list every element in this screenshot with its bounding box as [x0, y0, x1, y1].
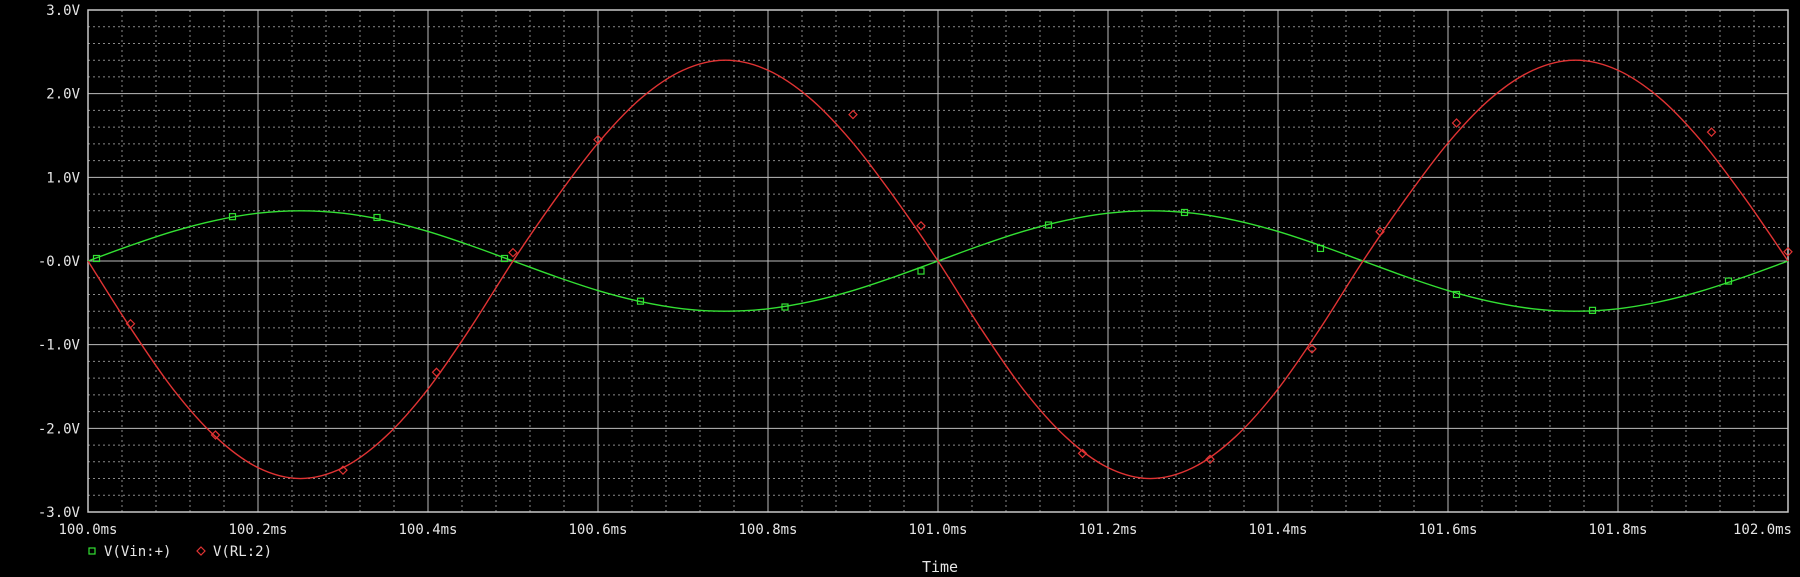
square-marker: [917, 267, 925, 275]
x-tick-label: 102.0ms: [1733, 522, 1792, 538]
x-tick-label: 100.0ms: [58, 522, 117, 538]
x-axis-label: Time: [922, 558, 958, 576]
x-tick-label: 101.6ms: [1418, 522, 1477, 538]
diamond-marker: [1205, 454, 1215, 465]
diamond-marker: [1783, 246, 1793, 257]
square-marker: [92, 254, 101, 263]
square-marker: [781, 303, 789, 311]
diamond-marker: [593, 134, 603, 145]
legend-diamond-icon: [196, 546, 206, 556]
square-marker: [1316, 244, 1325, 253]
diamond-marker: [1706, 127, 1717, 138]
square-marker: [1724, 277, 1733, 285]
square-marker: [373, 213, 381, 222]
legend-label: V(RL:2): [213, 544, 272, 560]
y-tick-label: 1.0V: [46, 170, 80, 186]
series-rl: [87, 59, 1793, 480]
y-tick-label: -0.0V: [38, 254, 81, 270]
legend-item: V(Vin:+): [88, 544, 171, 560]
square-marker: [636, 297, 645, 305]
y-tick-label: 3.0V: [46, 3, 80, 19]
y-tick-label: -2.0V: [38, 421, 81, 437]
diamond-marker: [125, 318, 136, 329]
legend-item: V(RL:2): [196, 544, 272, 560]
square-marker: [1588, 306, 1597, 314]
diamond-marker: [916, 221, 926, 231]
diamond-marker: [338, 465, 348, 476]
square-marker: [500, 254, 509, 263]
x-tick-label: 101.0ms: [908, 522, 967, 538]
y-tick-label: -3.0V: [38, 505, 81, 521]
diamond-marker: [1077, 448, 1088, 459]
diamond-marker: [848, 109, 858, 120]
y-tick-label: 2.0V: [46, 87, 80, 103]
x-tick-label: 101.8ms: [1588, 522, 1647, 538]
y-tick-label: -1.0V: [38, 338, 81, 354]
legend-square-icon: [88, 547, 96, 555]
square-marker: [1180, 208, 1189, 217]
x-tick-label: 101.4ms: [1248, 522, 1307, 538]
x-axis-tick-labels: 100.0ms 100.2ms 100.4ms 100.6ms 100.8ms 101.0…: [58, 522, 1792, 538]
x-tick-label: 100.4ms: [398, 522, 457, 538]
series-line: [87, 59, 1789, 480]
x-tick-label: 100.2ms: [228, 522, 287, 538]
diamond-marker: [508, 247, 518, 258]
x-tick-label: 100.8ms: [738, 522, 797, 538]
diamond-marker: [1375, 226, 1385, 237]
square-marker: [1452, 290, 1461, 299]
diamond-marker: [431, 367, 442, 378]
square-marker: [1044, 221, 1053, 229]
square-marker: [228, 213, 237, 221]
y-axis-tick-labels: 3.0V 2.0V 1.0V -0.0V -1.0V -2.0V -3.0V: [38, 3, 81, 521]
diamond-marker: [1451, 118, 1462, 128]
x-tick-label: 100.6ms: [568, 522, 627, 538]
x-tick-label: 101.2ms: [1078, 522, 1137, 538]
diamond-marker: [1307, 344, 1317, 354]
series-layer: [87, 59, 1793, 480]
diamond-marker: [210, 430, 221, 440]
legend: V(Vin:+) V(RL:2): [88, 544, 272, 560]
legend-label: V(Vin:+): [104, 544, 171, 560]
